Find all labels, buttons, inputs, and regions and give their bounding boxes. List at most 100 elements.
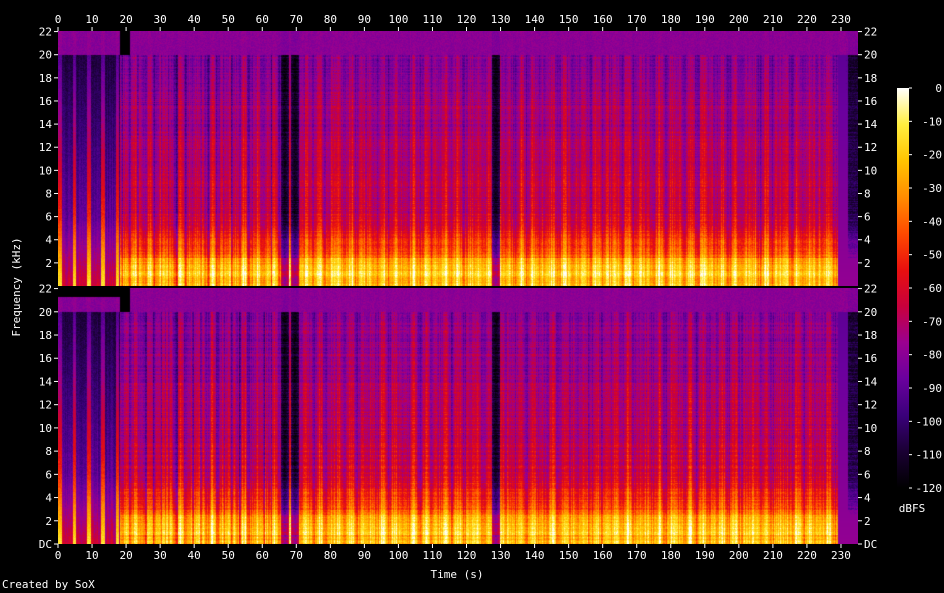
y-tick-label-left: 22: [39, 283, 52, 296]
x-tick-label-top: 140: [525, 13, 545, 26]
x-tick-label-top: 120: [457, 13, 477, 26]
x-tick-label-top: 150: [559, 13, 579, 26]
y-tick-label-right: 10: [864, 422, 877, 435]
x-tick-label-top: 70: [290, 13, 303, 26]
x-tick-label-bottom: 30: [154, 549, 167, 562]
x-tick-label-bottom: 60: [256, 549, 269, 562]
y-tick-label-left: 10: [39, 164, 52, 177]
y-tick-label-right: 12: [864, 141, 877, 154]
y-tick-label-left: 2: [45, 257, 52, 270]
x-tick-label-top: 60: [256, 13, 269, 26]
x-tick-label-bottom: 10: [85, 549, 98, 562]
x-tick-label-top: 160: [593, 13, 613, 26]
colorbar-tick-label: -90: [922, 382, 942, 395]
colorbar-tick-label: -100: [916, 415, 943, 428]
colorbar-tick-label: -80: [922, 349, 942, 362]
x-tick-label-top: 10: [85, 13, 98, 26]
x-tick-label-bottom: 230: [831, 549, 851, 562]
x-tick-label-bottom: 140: [525, 549, 545, 562]
x-tick-label-bottom: 0: [55, 549, 62, 562]
x-tick-label-top: 20: [119, 13, 132, 26]
y-tick-label-right: 8: [864, 445, 871, 458]
y-tick-label-left: DC: [39, 538, 52, 551]
colorbar: 0 -10 -20 -30 -40 -50 -60 -70 -80 -90 -100 -110 -120: [897, 82, 942, 495]
y-tick-label-right: 18: [864, 329, 877, 342]
y-tick-label-left: 14: [39, 118, 53, 131]
y-tick-label-left: 6: [45, 468, 52, 481]
x-tick-label-bottom: 130: [491, 549, 511, 562]
y-tick-label-right: 2: [864, 257, 871, 270]
colorbar-tick-label: -30: [922, 182, 942, 195]
colorbar-tick-label: 0: [935, 82, 942, 95]
colorbar-tick-label: -60: [922, 282, 942, 295]
x-tick-label-bottom: 220: [797, 549, 817, 562]
y-tick-label-right: 4: [864, 492, 871, 505]
y-tick-label-right: 2: [864, 515, 871, 528]
x-tick-label-top: 130: [491, 13, 511, 26]
axes: 0 0 10 10 20 20 30 30 40 40 50 50 60 60 70 70 80 80 90 90 10…: [39, 13, 878, 562]
x-tick-label-bottom: 90: [358, 549, 371, 562]
x-tick-label-bottom: 170: [627, 549, 647, 562]
y-tick-label-right: DC: [864, 538, 877, 551]
x-tick-label-bottom: 50: [222, 549, 235, 562]
x-tick-label-bottom: 110: [423, 549, 443, 562]
y-tick-label-left: 20: [39, 49, 52, 62]
y-tick-label-right: 6: [864, 211, 871, 224]
y-tick-label-left: 18: [39, 72, 52, 85]
created-by-credit: Created by SoX: [2, 578, 95, 591]
y-tick-label-right: 20: [864, 49, 877, 62]
y-axis-label: Frequency (kHz): [10, 237, 23, 336]
x-tick-label-top: 190: [695, 13, 715, 26]
colorbar-tick-label: -50: [922, 249, 942, 262]
colorbar-tick-label: -10: [922, 115, 942, 128]
y-tick-label-left: 8: [45, 187, 52, 200]
colorbar-label: dBFS: [899, 502, 926, 515]
y-tick-label-right: 16: [864, 95, 877, 108]
x-tick-label-top: 90: [358, 13, 371, 26]
y-tick-label-right: 14: [864, 375, 878, 388]
y-tick-label-right: 6: [864, 468, 871, 481]
x-tick-label-top: 110: [423, 13, 443, 26]
y-tick-label-left: 14: [39, 375, 53, 388]
x-tick-label-bottom: 150: [559, 549, 579, 562]
colorbar-tick-label: -20: [922, 149, 942, 162]
x-tick-label-bottom: 120: [457, 549, 477, 562]
y-tick-label-right: 14: [864, 118, 878, 131]
y-tick-label-left: 2: [45, 515, 52, 528]
colorbar-tick-label: -40: [922, 215, 942, 228]
x-axis-label: Time (s): [431, 568, 484, 581]
x-tick-label-top: 80: [324, 13, 337, 26]
y-tick-label-left: 12: [39, 141, 52, 154]
y-tick-label-left: 20: [39, 306, 52, 319]
y-tick-label-right: 20: [864, 306, 877, 319]
y-tick-label-left: 18: [39, 329, 52, 342]
x-tick-label-bottom: 210: [763, 549, 783, 562]
x-tick-label-bottom: 70: [290, 549, 303, 562]
x-tick-label-bottom: 20: [119, 549, 132, 562]
y-tick-label-left: 4: [45, 234, 52, 247]
x-tick-label-top: 210: [763, 13, 783, 26]
x-tick-label-top: 230: [831, 13, 851, 26]
x-tick-label-top: 200: [729, 13, 749, 26]
x-tick-label-bottom: 180: [661, 549, 681, 562]
y-tick-label-left: 6: [45, 211, 52, 224]
x-tick-label-bottom: 100: [388, 549, 408, 562]
colorbar-gradient: [897, 88, 909, 488]
x-tick-label-top: 220: [797, 13, 817, 26]
spectrogram-left-channel: [58, 31, 858, 286]
y-tick-label-right: 16: [864, 352, 877, 365]
y-tick-label-left: 12: [39, 399, 52, 412]
y-tick-label-left: 16: [39, 352, 52, 365]
y-tick-label-right: 4: [864, 234, 871, 247]
y-tick-label-right: 8: [864, 187, 871, 200]
colorbar-tick-label: -110: [916, 449, 943, 462]
y-tick-label-left: 8: [45, 445, 52, 458]
y-tick-label-left: 4: [45, 492, 52, 505]
x-tick-label-top: 0: [55, 13, 62, 26]
spectrogram-plots: [58, 31, 858, 544]
x-tick-label-bottom: 190: [695, 549, 715, 562]
y-tick-label-right: 12: [864, 399, 877, 412]
y-tick-label-left: 10: [39, 422, 52, 435]
y-tick-label-right: 22: [864, 26, 877, 39]
